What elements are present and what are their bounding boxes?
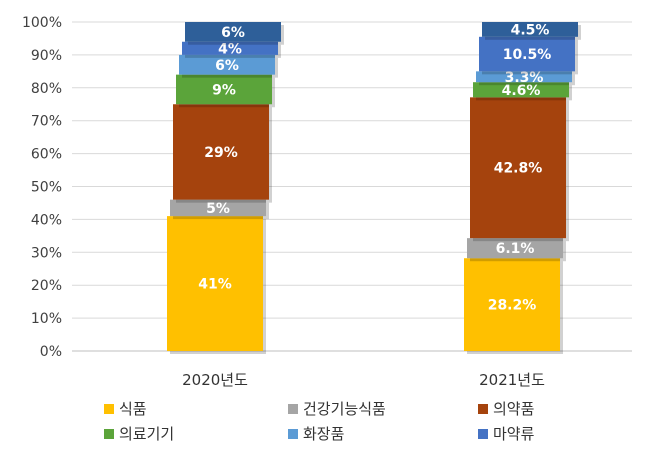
data-label-medicine: 29% bbox=[204, 145, 238, 161]
legend-item-medicine: 의약품 bbox=[478, 398, 534, 419]
bar-top-segment bbox=[185, 22, 281, 42]
legend-swatch-health-food bbox=[288, 403, 298, 414]
y-tick-label: 100% bbox=[22, 15, 62, 31]
x-tick-label: 2020년도 bbox=[182, 371, 248, 389]
data-label-cosmetics: 6% bbox=[215, 58, 239, 74]
y-tick-label: 90% bbox=[31, 48, 62, 64]
bar-medicine bbox=[470, 97, 566, 239]
legend-item-food: 식품 bbox=[104, 398, 147, 419]
data-label-top-segment: 6% bbox=[221, 25, 245, 41]
legend-label-food: 식품 bbox=[119, 400, 147, 418]
data-label-top-segment: 4.5% bbox=[511, 22, 550, 38]
y-tick-label: 80% bbox=[31, 81, 62, 97]
bar-medical-device bbox=[473, 82, 569, 98]
legend-item-narcotics: 마약류 bbox=[478, 423, 534, 444]
bar-health-food bbox=[170, 199, 266, 217]
data-label-food: 28.2% bbox=[488, 298, 537, 314]
data-label-health-food: 6.1% bbox=[496, 241, 535, 257]
y-tick-label: 0% bbox=[40, 344, 62, 360]
y-tick-label: 40% bbox=[31, 212, 62, 228]
legend-swatch-medical-device bbox=[104, 428, 114, 439]
legend-swatch-cosmetics bbox=[288, 428, 298, 439]
stacked-waterfall-chart: 0% 10% 20% 30% 40% 50% 60% 70% 80% 90% 100% 41% 5% 29… bbox=[22, 15, 632, 389]
chart-legend: 식품 건강기능식품 의약품 의료기기 화장품 마약류 bbox=[0, 395, 671, 451]
legend-swatch-food bbox=[104, 403, 114, 414]
data-label-health-food: 5% bbox=[206, 201, 230, 217]
data-label-narcotics: 4% bbox=[218, 41, 242, 57]
y-tick-label: 50% bbox=[31, 180, 62, 196]
bar-top-segment bbox=[482, 22, 578, 37]
legend-item-medical-device: 의료기기 bbox=[104, 423, 174, 444]
data-label-medicine: 42.8% bbox=[494, 161, 543, 177]
legend-item-cosmetics: 화장품 bbox=[288, 423, 344, 444]
legend-swatch-narcotics bbox=[478, 428, 488, 439]
bar-cosmetics bbox=[179, 54, 275, 75]
data-label-medical-device: 9% bbox=[212, 82, 236, 98]
y-tick-label: 70% bbox=[31, 114, 62, 130]
legend-label-medical-device: 의료기기 bbox=[119, 425, 175, 443]
y-tick-label: 20% bbox=[31, 278, 62, 294]
bar-health-food bbox=[467, 238, 563, 259]
y-tick-label: 30% bbox=[31, 245, 62, 261]
bar-narcotics bbox=[182, 41, 278, 55]
legend-label-health-food: 건강기능식품 bbox=[303, 400, 386, 418]
data-label-cosmetics: 3.3% bbox=[505, 70, 544, 86]
data-label-narcotics: 10.5% bbox=[503, 47, 552, 63]
bar-food bbox=[464, 258, 560, 351]
legend-item-health-food: 건강기능식품 bbox=[288, 398, 386, 419]
y-tick-label: 60% bbox=[31, 147, 62, 163]
bar-food bbox=[167, 216, 263, 351]
legend-label-cosmetics: 화장품 bbox=[303, 425, 345, 443]
legend-label-narcotics: 마약류 bbox=[493, 425, 535, 443]
bar-cosmetics bbox=[476, 71, 572, 83]
bar-narcotics bbox=[479, 36, 575, 72]
y-tick-label: 10% bbox=[31, 311, 62, 327]
bar-medicine bbox=[173, 104, 269, 200]
legend-swatch-medicine bbox=[478, 403, 488, 414]
legend-label-medicine: 의약품 bbox=[493, 400, 535, 418]
data-label-medical-device: 4.6% bbox=[502, 83, 541, 99]
x-tick-label: 2021년도 bbox=[479, 371, 545, 389]
data-label-food: 41% bbox=[198, 277, 232, 293]
bar-medical-device bbox=[176, 74, 272, 105]
